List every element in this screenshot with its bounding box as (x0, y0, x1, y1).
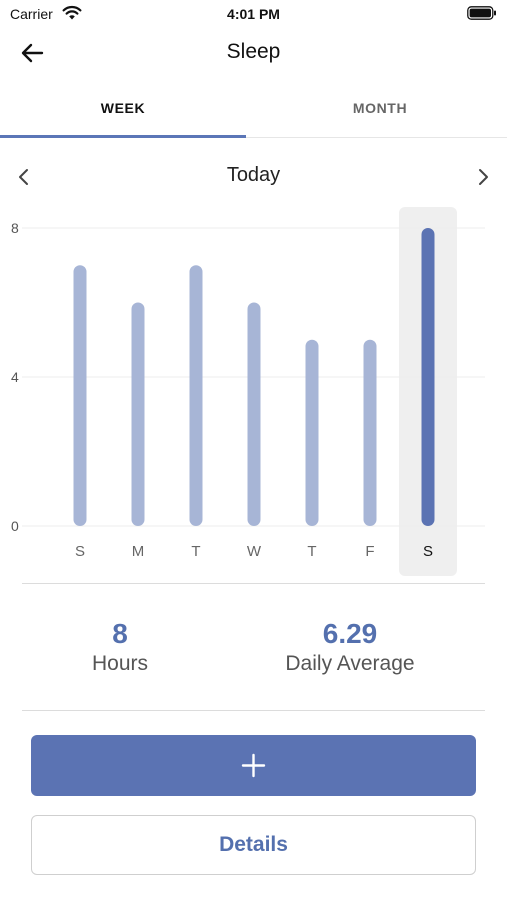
next-period-button[interactable] (471, 164, 495, 190)
bar (247, 302, 261, 526)
x-tick-label: F (365, 543, 374, 560)
tab-week[interactable]: WEEK (0, 88, 246, 138)
x-tick-label: M (132, 543, 145, 560)
hours-value: 8 (112, 618, 128, 649)
bar (363, 339, 377, 526)
y-tick-label: 8 (11, 220, 19, 236)
carrier-label: Carrier (10, 6, 53, 22)
bar (305, 339, 319, 526)
details-button[interactable]: Details (31, 815, 476, 875)
stat-daily-average: 6.29 Daily Average (260, 618, 440, 676)
hours-label: Hours (91, 652, 149, 675)
status-bar: Carrier 4:01 PM (0, 0, 507, 28)
back-button[interactable] (18, 38, 52, 68)
x-tick-label: S (423, 543, 433, 560)
previous-period-button[interactable] (12, 164, 36, 190)
clock-time: 4:01 PM (227, 6, 280, 22)
date-label: Today (226, 164, 281, 186)
plus-icon (241, 753, 266, 778)
nav-bar: Sleep (0, 32, 507, 74)
chevron-right-icon (479, 169, 488, 185)
divider (22, 583, 485, 584)
bar (421, 228, 435, 526)
x-tick-label: S (75, 543, 85, 560)
period-tabs: WEEK MONTH (0, 88, 507, 138)
wifi-icon (62, 5, 82, 20)
bar (189, 265, 203, 526)
add-sleep-button[interactable] (31, 735, 476, 796)
y-tick-label: 0 (11, 518, 19, 534)
chevron-left-icon (19, 169, 28, 185)
date-navigator: Today (0, 160, 507, 192)
sleep-bar-chart: 0 4 8 S M T W T F S (0, 200, 507, 585)
bar (73, 265, 87, 526)
divider (22, 710, 485, 711)
tab-month[interactable]: MONTH (352, 100, 408, 116)
daily-average-label: Daily Average (285, 652, 415, 675)
daily-average-value: 6.29 (322, 618, 378, 649)
chart-canvas: 0 4 8 S M T W T F S (11, 207, 485, 576)
stat-hours: 8 Hours (40, 618, 200, 676)
bar (131, 302, 145, 526)
battery-icon (467, 6, 496, 20)
page-title: Sleep (226, 40, 281, 63)
x-tick-label: W (247, 543, 262, 560)
x-tick-label: T (191, 543, 200, 560)
x-tick-label: T (307, 543, 316, 560)
arrow-left-icon (21, 43, 44, 63)
y-tick-label: 4 (11, 369, 19, 385)
